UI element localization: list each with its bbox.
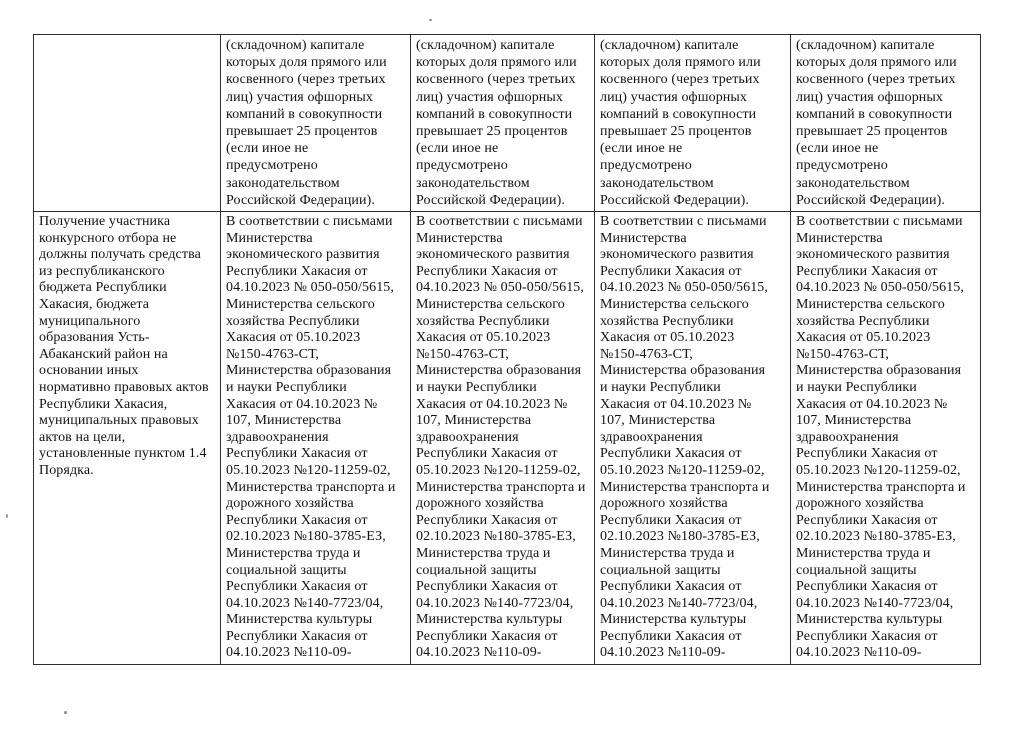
cell-r0-c1: (складочном) капитале которых доля прямо…: [220, 33, 411, 213]
cell-r1-c4: В соответствии с письмами Министерства э…: [790, 211, 981, 666]
scan-speck: [429, 19, 432, 21]
cell-r0-c3: (складочном) капитале которых доля прямо…: [594, 33, 791, 213]
cell-r0-c0: [33, 33, 221, 213]
cell-r1-c0: Получение участника конкурсного отбора н…: [33, 211, 221, 666]
document-table: (складочном) капитале которых доля прямо…: [33, 33, 981, 666]
table-row-continuation: (складочном) капитале которых доля прямо…: [33, 33, 981, 213]
cell-r0-c4: (складочном) капитале которых доля прямо…: [790, 33, 981, 213]
cell-r0-c2: (складочном) капитале которых доля прямо…: [410, 33, 595, 213]
cell-r1-c3: В соответствии с письмами Министерства э…: [594, 211, 791, 666]
table-row-criterion: Получение участника конкурсного отбора н…: [33, 211, 981, 666]
scan-speck: [6, 514, 8, 518]
cell-r1-c1: В соответствии с письмами Министерства э…: [220, 211, 411, 666]
scan-speck: [64, 711, 67, 714]
cell-r1-c2: В соответствии с письмами Министерства э…: [410, 211, 595, 666]
